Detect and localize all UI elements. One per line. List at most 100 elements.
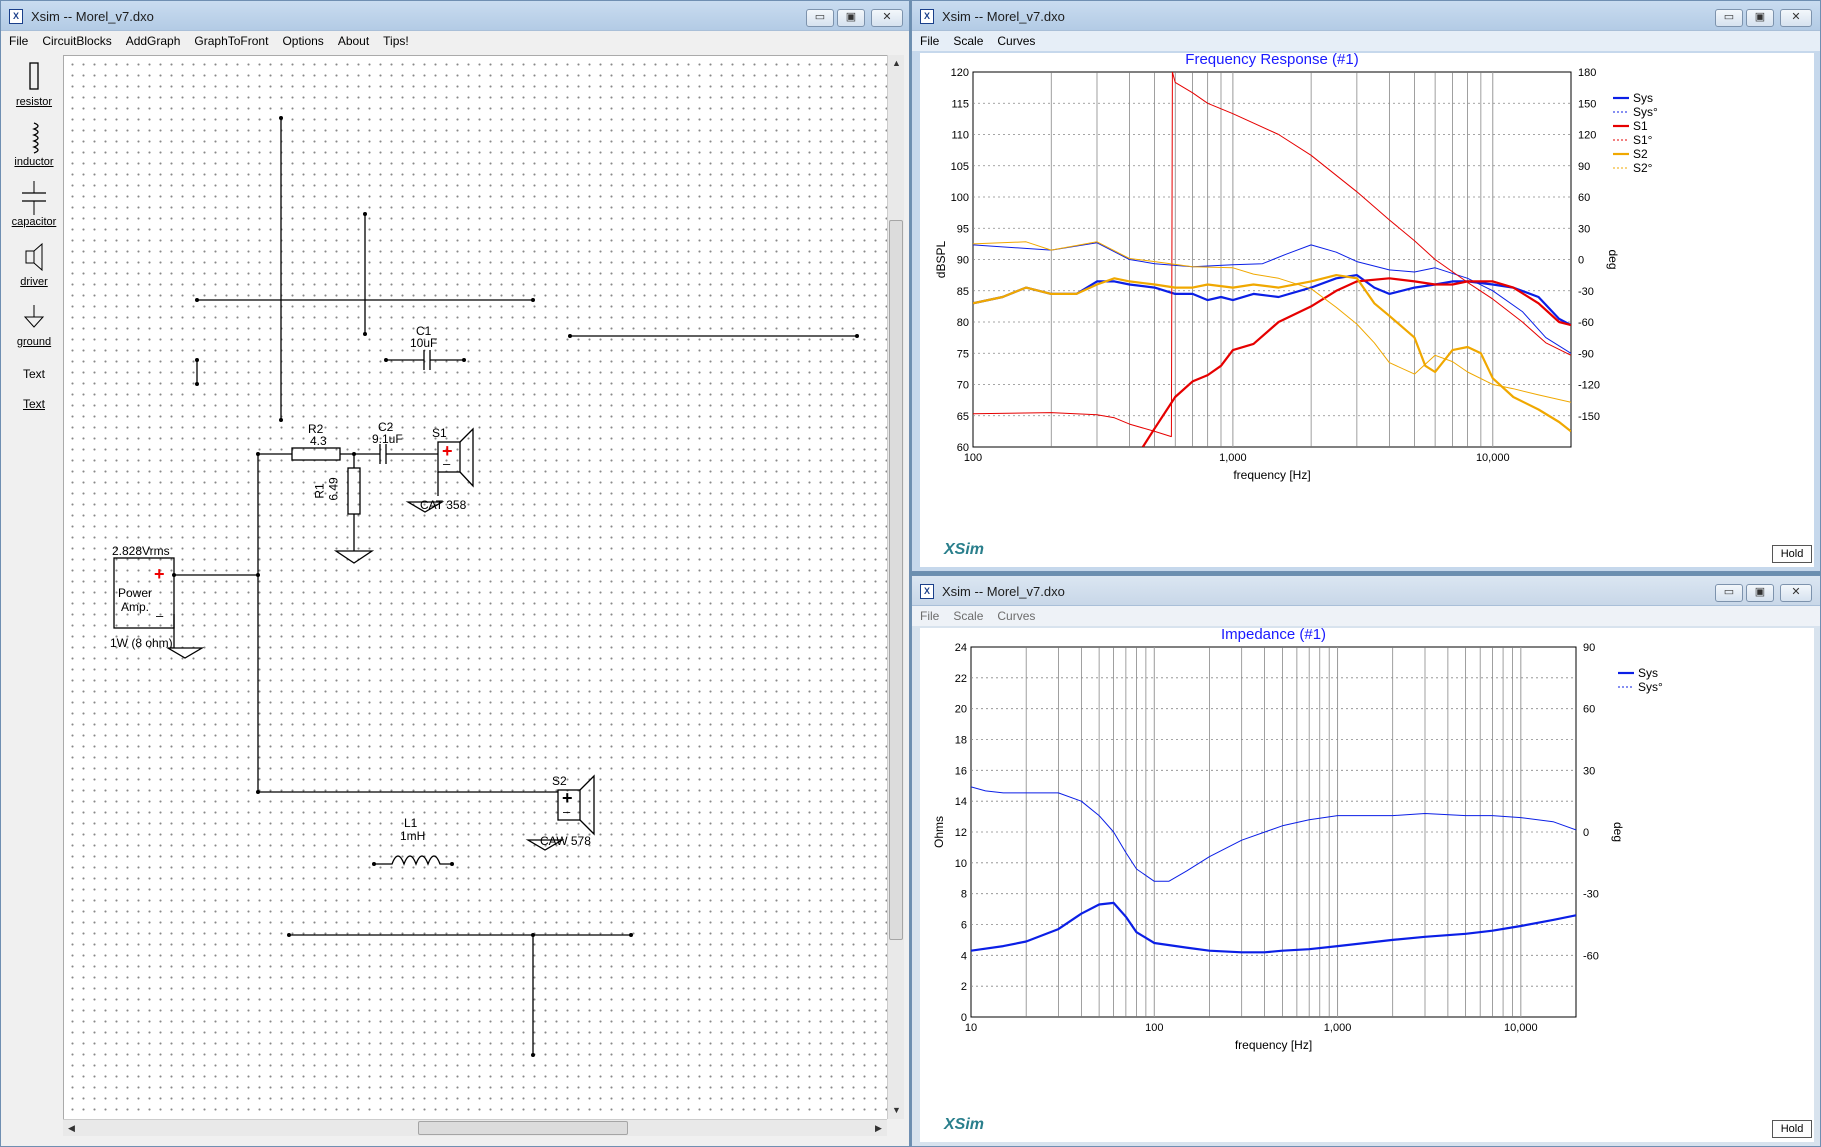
- schematic-titlebar[interactable]: X Xsim -- Morel_v7.dxo ▭ ▣ ✕: [1, 1, 909, 31]
- amp-ground: [165, 647, 205, 659]
- y2-tick-label: -60: [1578, 317, 1594, 329]
- window-title: Xsim -- Morel_v7.dxo: [942, 584, 1065, 599]
- tool-resistor[interactable]: resistor: [9, 61, 59, 108]
- y2-axis-label: deg: [1606, 249, 1620, 269]
- source-voltage-label: 2.828Vrms: [112, 544, 170, 558]
- amp-minus: –: [156, 608, 164, 623]
- tool-text-underlined[interactable]: Text: [22, 397, 45, 411]
- y2-tick-label: 150: [1578, 98, 1596, 110]
- s1-minus: –: [443, 456, 451, 471]
- series-line-s2: [973, 274, 1571, 433]
- tool-text[interactable]: Text: [22, 367, 45, 381]
- vertical-scroll-thumb[interactable]: [889, 220, 903, 940]
- scroll-down-arrow[interactable]: ▼: [892, 1105, 901, 1115]
- y2-tick-label: 0: [1578, 255, 1584, 267]
- imp-titlebar[interactable]: X Xsim -- Morel_v7.dxo ▭ ▣ ✕: [912, 576, 1820, 606]
- series-line-s1-phase: [973, 72, 1571, 438]
- resistor-icon: [29, 62, 39, 90]
- y2-tick-label: 0: [1583, 827, 1589, 839]
- c1-label: C1: [416, 324, 432, 338]
- app-icon: X: [920, 584, 934, 599]
- minimize-button[interactable]: ▭: [1715, 584, 1743, 602]
- maximize-button[interactable]: ▣: [837, 9, 865, 27]
- y-tick-label: 18: [955, 735, 967, 747]
- legend-entry: Sys°: [1633, 105, 1658, 119]
- menu-circuitblocks[interactable]: CircuitBlocks: [42, 34, 112, 48]
- menu-graphtofront[interactable]: GraphToFront: [194, 34, 269, 48]
- s2-minus: –: [563, 804, 571, 819]
- maximize-button[interactable]: ▣: [1746, 9, 1774, 27]
- close-button[interactable]: ✕: [1780, 584, 1812, 602]
- legend-entry: S1: [1633, 119, 1648, 133]
- schematic-canvas[interactable]: C1 10uF R2 4.3 C2 9.1uF R1 6.49 S1 + – C…: [63, 55, 887, 1119]
- y-axis-label: Ohms: [932, 816, 946, 848]
- minimize-button[interactable]: ▭: [1715, 9, 1743, 27]
- r2-body: [291, 447, 341, 461]
- menu-options[interactable]: Options: [282, 34, 324, 48]
- s2-ground: [525, 839, 565, 851]
- freq-titlebar[interactable]: X Xsim -- Morel_v7.dxo ▭ ▣ ✕: [912, 1, 1820, 31]
- y-axis-label: dBSPL: [934, 240, 948, 278]
- amp-label-1: Power: [118, 586, 153, 600]
- y-tick-label: 100: [951, 192, 969, 204]
- scroll-right-arrow[interactable]: ▶: [875, 1123, 882, 1133]
- tool-ground[interactable]: ground: [9, 301, 59, 348]
- tool-capacitor[interactable]: capacitor: [9, 181, 59, 228]
- series-group: [973, 72, 1571, 447]
- s2-cone: [579, 774, 595, 836]
- circuit-drawing[interactable]: [64, 56, 888, 1120]
- y-tick-label: 24: [955, 642, 967, 654]
- horizontal-scrollbar[interactable]: ◀ ▶: [63, 1119, 887, 1136]
- s1-ground: [405, 501, 445, 513]
- tool-driver[interactable]: driver: [9, 241, 59, 288]
- frequency-response-window: X Xsim -- Morel_v7.dxo ▭ ▣ ✕ File Scale Cu…: [911, 0, 1821, 572]
- imp-menubar: File Scale Curves: [912, 606, 1820, 626]
- menu-scale[interactable]: Scale: [953, 34, 984, 48]
- y-tick-label: 105: [951, 161, 969, 173]
- chart-title: Impedance (#1): [1221, 628, 1326, 643]
- x-axis-label: frequency [Hz]: [1233, 468, 1310, 482]
- y-tick-label: 65: [957, 411, 969, 423]
- menu-curves[interactable]: Curves: [997, 609, 1036, 623]
- menu-file[interactable]: File: [9, 34, 29, 48]
- s1-model: CAT 358: [420, 498, 467, 512]
- menu-curves[interactable]: Curves: [997, 34, 1036, 48]
- tool-inductor-label: inductor: [14, 156, 54, 168]
- scroll-left-arrow[interactable]: ◀: [68, 1123, 75, 1133]
- y-tick-label: 115: [951, 98, 969, 110]
- inductor-icon: [32, 122, 39, 154]
- schematic-menubar: File CircuitBlocks AddGraph GraphToFront Opt…: [1, 31, 909, 51]
- menu-file[interactable]: File: [920, 34, 940, 48]
- series-line-sys-phase: [971, 786, 1576, 882]
- y2-tick-label: 60: [1583, 704, 1595, 716]
- y2-tick-label: -90: [1578, 348, 1594, 360]
- horizontal-scroll-thumb[interactable]: [418, 1121, 628, 1135]
- menu-scale[interactable]: Scale: [953, 609, 984, 623]
- menu-tips[interactable]: Tips!: [383, 34, 409, 48]
- y-tick-label: 95: [957, 223, 969, 235]
- y-tick-label: 2: [961, 981, 967, 993]
- close-button[interactable]: ✕: [1780, 9, 1812, 27]
- y2-tick-label: -30: [1578, 286, 1594, 298]
- freq-menubar: File Scale Curves: [912, 31, 1820, 51]
- menu-about[interactable]: About: [337, 34, 370, 48]
- scroll-up-arrow[interactable]: ▲: [892, 58, 901, 68]
- close-button[interactable]: ✕: [871, 9, 903, 27]
- menu-addgraph[interactable]: AddGraph: [125, 34, 181, 48]
- series-line-sys: [971, 901, 1576, 954]
- menu-file[interactable]: File: [920, 609, 940, 623]
- impedance-graph[interactable]: 0 2 4 6 8 10 12 14 16 18 20 22 24 -60 -30 0 30 60 90 10 100 1…: [920, 626, 1814, 1142]
- speaker-icon: [25, 242, 43, 272]
- hold-button[interactable]: Hold: [1772, 545, 1812, 563]
- frequency-response-graph[interactable]: 60 65 70 75 80 85 90 95 100 105 110 115 120 -150 -120 -…: [920, 51, 1814, 567]
- tool-inductor[interactable]: inductor: [9, 121, 59, 168]
- minimize-button[interactable]: ▭: [806, 9, 834, 27]
- hold-button[interactable]: Hold: [1772, 1120, 1812, 1138]
- vertical-scrollbar[interactable]: ▲ ▼: [887, 55, 904, 1119]
- y-tick-label: 6: [961, 920, 967, 932]
- c2-value: 9.1uF: [372, 432, 403, 446]
- series-line-s2-phase: [973, 241, 1571, 403]
- series-group: [971, 786, 1576, 954]
- maximize-button[interactable]: ▣: [1746, 584, 1774, 602]
- amp-power-label: 1W (8 ohm): [110, 636, 173, 650]
